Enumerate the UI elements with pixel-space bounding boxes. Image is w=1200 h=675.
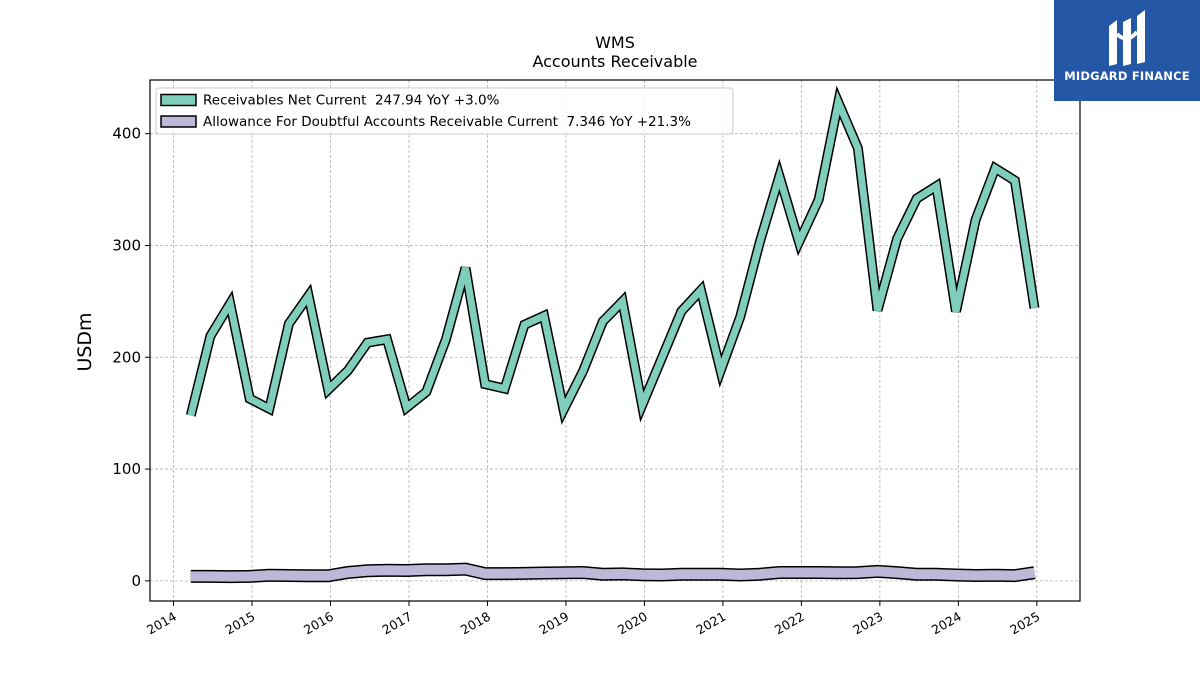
- legend-box: [155, 87, 734, 135]
- legend-label-allowance: Allowance For Doubtful Accounts Receivab…: [203, 114, 691, 130]
- legend-swatch-allowance: [160, 115, 197, 128]
- x-tick-label: 2019: [536, 609, 571, 638]
- series-0-outline: [185, 85, 1040, 425]
- series-layer: [185, 85, 1040, 584]
- chart-title: WMS: [595, 33, 635, 52]
- y-tick-label: 100: [112, 460, 141, 478]
- y-tick-label: 200: [112, 348, 141, 366]
- x-tick-label: 2017: [379, 609, 414, 638]
- x-tick-label: 2014: [144, 609, 179, 638]
- brand-logo: MIDGARD FINANCE: [1054, 0, 1200, 101]
- x-tick-label: 2020: [615, 609, 650, 638]
- x-tick-label: 2016: [301, 609, 336, 638]
- midgard-finance-logo-icon: [1109, 10, 1145, 66]
- y-tick-label: 300: [112, 236, 141, 254]
- y-tick-label: 0: [131, 572, 141, 590]
- x-tick-label: 2022: [772, 609, 807, 638]
- legend-label-receivables: Receivables Net Current 247.94 YoY +3.0%: [203, 93, 500, 109]
- plot-frame: [149, 79, 1081, 602]
- chart-subtitle: Accounts Receivable: [532, 52, 697, 71]
- series-1-line: [190, 564, 1036, 582]
- x-tick-label: 2025: [1007, 609, 1042, 638]
- x-tick-label: 2023: [850, 609, 885, 638]
- series-0-line: [187, 90, 1038, 421]
- legend-swatch-receivables: [160, 93, 197, 107]
- x-tick-label: 2018: [458, 609, 493, 638]
- x-tick-label: 2024: [929, 609, 964, 638]
- brand-name: MIDGARD FINANCE: [1064, 69, 1190, 83]
- y-axis-label: USDm: [74, 312, 96, 371]
- y-tick-label: 400: [112, 125, 141, 143]
- legend: Receivables Net Current 247.94 YoY +3.0%…: [155, 87, 734, 135]
- x-tick-label: 2015: [222, 609, 257, 638]
- x-tick-label: 2021: [693, 609, 728, 638]
